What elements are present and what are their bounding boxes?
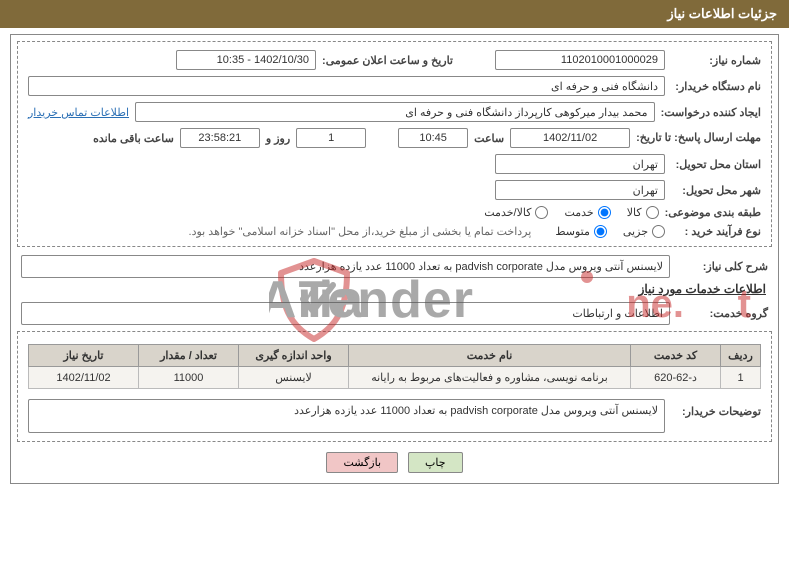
deadline-label: مهلت ارسال پاسخ: تا تاریخ:: [636, 131, 761, 145]
ptype-motavaset-radio[interactable]: [594, 225, 607, 238]
page-root: Aria Tender .ne t جزئیات اطلاعات نیاز شم…: [0, 0, 789, 566]
row-delivery-prov: استان محل تحویل: تهران: [28, 154, 761, 174]
row-need-desc: شرح کلی نیاز: لایسنس آنتی ویروس مدل padv…: [21, 255, 768, 278]
delivery-city-label: شهر محل تحویل:: [671, 184, 761, 197]
ptype-jozi-radio[interactable]: [652, 225, 665, 238]
category-khedmat-radio[interactable]: [598, 206, 611, 219]
services-heading: اطلاعات خدمات مورد نیاز: [23, 282, 766, 296]
requester-label: ایجاد کننده درخواست:: [661, 106, 761, 119]
row-buyer-org: نام دستگاه خریدار: دانشگاه فنی و حرفه ای: [28, 76, 761, 96]
ptype-motavaset-label: متوسط: [555, 225, 590, 238]
print-button[interactable]: چاپ: [408, 452, 463, 473]
category-khedmat[interactable]: خدمت: [564, 206, 610, 219]
td-name: برنامه نویسی، مشاوره و فعالیت‌های مربوط …: [349, 367, 631, 389]
ptype-jozi[interactable]: جزیی: [623, 225, 665, 238]
announce-dt-value: 1402/10/30 - 10:35: [176, 50, 316, 70]
category-kalakhedmat-radio[interactable]: [535, 206, 548, 219]
row-purchase-type: نوع فرآیند خرید : جزیی متوسط پرداخت تمام…: [28, 225, 761, 238]
table-header-row: ردیف کد خدمت نام خدمت واحد اندازه گیری ت…: [29, 345, 761, 367]
deadline-date: 1402/11/02: [510, 128, 630, 148]
category-kala[interactable]: کالا: [627, 206, 659, 219]
category-kalakhedmat-label: کالا/خدمت: [484, 206, 531, 219]
need-no-value: 1102010001000029: [495, 50, 665, 70]
need-no-label: شماره نیاز:: [671, 54, 761, 67]
purchase-type-radios: جزیی متوسط: [555, 225, 665, 238]
remain-days-label: روز و: [266, 132, 290, 145]
th-code: کد خدمت: [631, 345, 721, 367]
purchase-type-label: نوع فرآیند خرید :: [671, 225, 761, 238]
category-radios: کالا خدمت کالا/خدمت: [484, 206, 658, 219]
button-row: چاپ بازگشت: [17, 452, 772, 473]
buyer-notes-value: لایسنس آنتی ویروس مدل padvish corporate …: [28, 399, 665, 433]
delivery-prov-value: تهران: [495, 154, 665, 174]
announce-dt-label: تاریخ و ساعت اعلان عمومی:: [322, 54, 453, 67]
service-group-label: گروه خدمت:: [688, 307, 768, 320]
row-delivery-city: شهر محل تحویل: تهران: [28, 180, 761, 200]
outer-frame: شماره نیاز: 1102010001000029 تاریخ و ساع…: [10, 34, 779, 484]
row-requester: ایجاد کننده درخواست: محمد بیدار میرکوهی …: [28, 102, 761, 122]
td-code: د-62-620: [631, 367, 721, 389]
buyer-notes-label: توضیحات خریدار:: [671, 399, 761, 418]
delivery-city-value: تهران: [495, 180, 665, 200]
delivery-prov-label: استان محل تحویل:: [671, 158, 761, 171]
td-qty: 11000: [139, 367, 239, 389]
ptype-jozi-label: جزیی: [623, 225, 648, 238]
remain-days: 1: [296, 128, 366, 148]
buyer-org-value: دانشگاه فنی و حرفه ای: [28, 76, 665, 96]
category-khedmat-label: خدمت: [564, 206, 593, 219]
need-desc-label: شرح کلی نیاز:: [688, 260, 768, 273]
requester-value: محمد بیدار میرکوهی کارپرداز دانشگاه فنی …: [135, 102, 655, 122]
deadline-time-label: ساعت: [474, 132, 504, 145]
title-bar: جزئیات اطلاعات نیاز: [0, 0, 789, 28]
row-category: طبقه بندی موضوعی: کالا خدمت کالا/خدمت: [28, 206, 761, 219]
th-row: ردیف: [721, 345, 761, 367]
payment-note: پرداخت تمام یا بخشی از مبلغ خرید،از محل …: [189, 225, 532, 238]
title-text: جزئیات اطلاعات نیاز: [667, 6, 777, 21]
row-buyer-notes: توضیحات خریدار: لایسنس آنتی ویروس مدل pa…: [28, 399, 761, 433]
buyer-org-label: نام دستگاه خریدار:: [671, 80, 761, 93]
th-qty: تعداد / مقدار: [139, 345, 239, 367]
row-service-group: گروه خدمت: اطلاعات و ارتباطات: [21, 302, 768, 325]
fieldset-services: ردیف کد خدمت نام خدمت واحد اندازه گیری ت…: [17, 331, 772, 442]
td-row: 1: [721, 367, 761, 389]
service-group-value: اطلاعات و ارتباطات: [21, 302, 670, 325]
category-label: طبقه بندی موضوعی:: [665, 206, 761, 219]
table-row: 1 د-62-620 برنامه نویسی، مشاوره و فعالیت…: [29, 367, 761, 389]
th-name: نام خدمت: [349, 345, 631, 367]
th-unit: واحد اندازه گیری: [239, 345, 349, 367]
back-button[interactable]: بازگشت: [326, 452, 398, 473]
category-kala-radio[interactable]: [646, 206, 659, 219]
contact-link[interactable]: اطلاعات تماس خریدار: [28, 106, 129, 119]
services-table: ردیف کد خدمت نام خدمت واحد اندازه گیری ت…: [28, 344, 761, 389]
fieldset-main: شماره نیاز: 1102010001000029 تاریخ و ساع…: [17, 41, 772, 247]
th-date: تاریخ نیاز: [29, 345, 139, 367]
need-desc-value: لایسنس آنتی ویروس مدل padvish corporate …: [21, 255, 670, 278]
ptype-motavaset[interactable]: متوسط: [555, 225, 607, 238]
td-date: 1402/11/02: [29, 367, 139, 389]
td-unit: لایسنس: [239, 367, 349, 389]
row-need-no: شماره نیاز: 1102010001000029 تاریخ و ساع…: [28, 50, 761, 70]
category-kala-label: کالا: [627, 206, 642, 219]
remain-time: 23:58:21: [180, 128, 260, 148]
remain-suffix: ساعت باقی مانده: [93, 132, 174, 145]
deadline-time: 10:45: [398, 128, 468, 148]
row-deadline: مهلت ارسال پاسخ: تا تاریخ: 1402/11/02 سا…: [28, 128, 761, 148]
category-kalakhedmat[interactable]: کالا/خدمت: [484, 206, 548, 219]
